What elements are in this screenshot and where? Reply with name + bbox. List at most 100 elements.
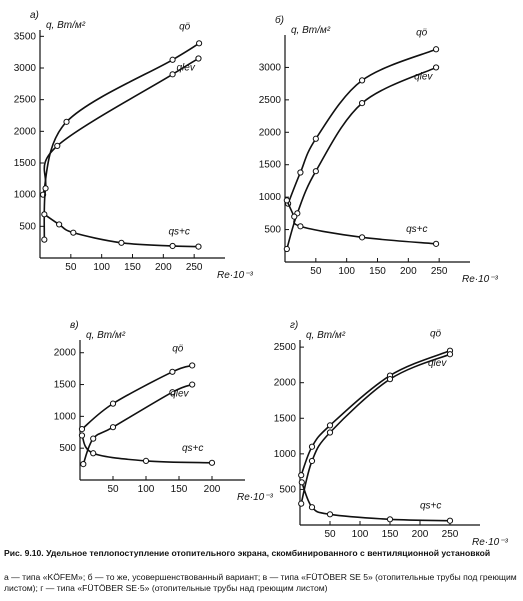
data-point (56, 221, 63, 228)
x-tick-label: 100 (138, 484, 155, 495)
x-tick-label: 150 (382, 529, 399, 540)
y-tick-label: 2000 (14, 126, 37, 137)
x-tick-label: 100 (352, 529, 369, 540)
curve-label: qs+c (406, 224, 427, 235)
curve (81, 364, 193, 430)
curve (81, 435, 213, 464)
curve (287, 48, 437, 204)
x-tick-label: 50 (310, 266, 322, 277)
data-point (42, 185, 49, 192)
data-point (169, 389, 176, 396)
y-tick-label: 1500 (54, 380, 77, 391)
data-point (432, 240, 440, 247)
data-point (195, 243, 202, 250)
x-tick-label: 200 (400, 266, 417, 277)
y-tick-label: 1500 (274, 413, 297, 424)
data-point (169, 56, 176, 63)
panel-label: а) (30, 10, 39, 21)
data-point (312, 168, 319, 175)
y-axis-label: q, Вт/м² (86, 330, 126, 341)
data-point (118, 239, 125, 246)
curve-label: qö (416, 27, 428, 38)
data-point (189, 362, 196, 369)
data-point (291, 213, 298, 220)
data-point (446, 517, 454, 524)
y-tick-label: 1000 (274, 449, 297, 460)
x-tick-label: 150 (171, 484, 188, 495)
x-tick-label: 150 (369, 266, 386, 277)
x-axis-label: Re·10⁻³ (237, 492, 274, 503)
data-point (358, 100, 366, 107)
x-axis-label: Re·10⁻³ (472, 537, 509, 545)
curve (43, 57, 199, 240)
curve-label: qlev (170, 389, 189, 400)
charts: а) q, Вт/м² Re·10⁻³ 500 1000 1500 2000 2500 3000… (14, 10, 509, 548)
data-point (326, 429, 334, 436)
data-point (308, 457, 316, 465)
curve-label: qö (179, 21, 191, 32)
data-point (142, 457, 150, 465)
data-point (298, 479, 305, 486)
data-point (78, 432, 86, 439)
x-tick-label: 200 (412, 529, 429, 540)
curve-label: qö (172, 343, 184, 354)
x-tick-label: 100 (338, 266, 355, 277)
data-point (80, 460, 87, 468)
y-axis-label: q, Вт/м² (291, 25, 331, 36)
y-tick-label: 1000 (259, 192, 282, 203)
x-tick-label: 250 (186, 262, 203, 273)
x-tick-label: 200 (204, 484, 221, 495)
y-tick-label: 500 (264, 225, 281, 236)
data-point (41, 236, 48, 243)
data-point (358, 234, 366, 241)
panel-label: в) (70, 320, 79, 331)
data-point (297, 223, 304, 230)
y-tick-label: 1000 (14, 190, 37, 201)
y-tick-label: 2000 (259, 127, 282, 138)
y-tick-label: 1000 (54, 411, 77, 422)
data-point (54, 142, 61, 149)
panel-label: г) (290, 320, 298, 331)
y-tick-label: 2000 (54, 348, 77, 359)
data-point (432, 64, 440, 71)
y-tick-label: 3500 (14, 31, 37, 42)
y-tick-label: 2500 (274, 342, 297, 353)
data-point (90, 435, 97, 442)
data-point (169, 368, 176, 375)
y-tick-label: 1500 (259, 160, 282, 171)
data-point (358, 77, 366, 84)
curve-label: qlev (414, 71, 433, 82)
curve-label: qlev (176, 63, 195, 74)
y-tick-label: 3000 (14, 63, 37, 74)
x-axis-label: Re·10⁻³ (462, 274, 499, 285)
data-point (90, 450, 97, 457)
curve-label: qlev (428, 358, 447, 369)
data-point (308, 504, 316, 511)
curve (300, 353, 451, 504)
data-point (446, 351, 454, 358)
data-point (196, 40, 203, 47)
data-point (308, 443, 316, 450)
x-tick-label: 50 (324, 529, 336, 540)
data-point (283, 245, 290, 253)
y-tick-label: 1500 (14, 158, 37, 169)
x-tick-label: 150 (124, 262, 141, 273)
caption-title: Рис. 9.10. Удельное теплопоступление ото… (4, 548, 491, 558)
curve-label: qs+c (168, 227, 189, 238)
data-point (208, 459, 216, 466)
curve-label: qö (430, 329, 442, 340)
panel-label: б) (275, 14, 284, 26)
curve (42, 42, 200, 195)
curve (286, 66, 437, 250)
data-point (312, 135, 319, 142)
data-point (432, 46, 440, 53)
y-tick-label: 2500 (14, 95, 37, 106)
data-point (169, 71, 176, 78)
x-tick-label: 100 (93, 262, 110, 273)
data-point (298, 500, 305, 507)
x-tick-label: 50 (65, 262, 77, 273)
y-tick-label: 500 (59, 443, 76, 454)
data-point (41, 211, 48, 218)
y-tick-label: 500 (19, 221, 36, 232)
